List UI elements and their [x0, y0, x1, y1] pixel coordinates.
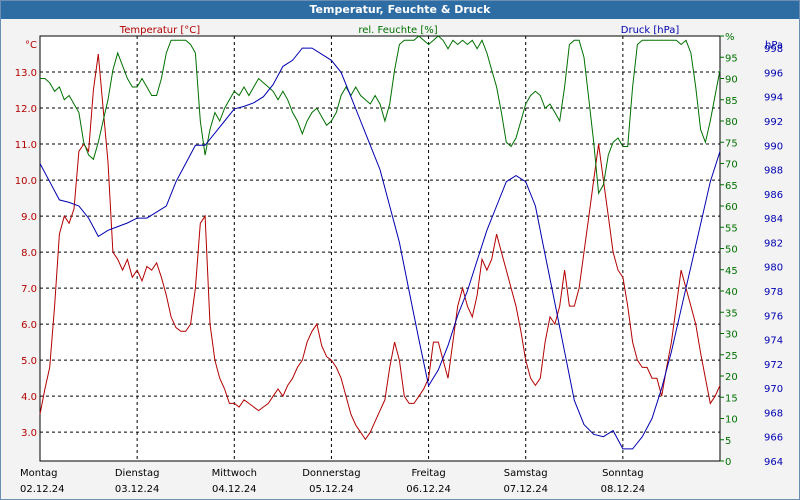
humidity-tick-label: 10 — [725, 415, 738, 426]
date-label: 02.12.24 — [20, 484, 65, 495]
series-lines — [39, 35, 721, 450]
temperature-tick-label: 12.0 — [15, 104, 37, 115]
temperature-tick-label: 3.0 — [21, 428, 37, 439]
pressure-tick-label: 994 — [764, 93, 783, 104]
temperature-tick-label: 13.0 — [15, 68, 37, 79]
chart-title: Temperatur, Feuchte & Druck — [1, 1, 799, 19]
pressure-tick-label: 990 — [764, 141, 783, 152]
temperature-series-line — [39, 53, 721, 441]
humidity-tick-label: 70 — [725, 160, 738, 171]
temperature-tick-label: 9.0 — [21, 212, 37, 223]
temperature-tick-label: 5.0 — [21, 356, 37, 367]
pressure-tick-label: 974 — [764, 336, 783, 347]
temperature-axis-title: Temperatur [°C] — [119, 25, 200, 36]
pressure-tick-label: 982 — [764, 238, 783, 249]
humidity-tick-label: 35 — [725, 308, 738, 319]
temperature-tick-label: 4.0 — [21, 392, 37, 403]
humidity-tick-label: % — [725, 32, 735, 43]
temperature-tick-label: 6.0 — [21, 320, 37, 331]
temperature-tick-label: 11.0 — [15, 140, 37, 151]
pressure-tick-label: 970 — [764, 384, 783, 395]
pressure-tick-labels: 964 966 968 970 972 974 976 978 980 982 984 986 988 9… — [764, 44, 783, 468]
humidity-tick-label: 75 — [725, 138, 738, 149]
temperature-tick-label: 7.0 — [21, 284, 37, 295]
temperature-tick-label: 8.0 — [21, 248, 37, 259]
humidity-tick-label: 0 — [725, 457, 731, 468]
humidity-tick-label: 5 — [725, 436, 731, 447]
date-label: 04.12.24 — [212, 484, 257, 495]
humidity-tick-label: 65 — [725, 181, 738, 192]
pressure-tick-label: 978 — [764, 287, 783, 298]
date-label: 06.12.24 — [406, 484, 451, 495]
pressure-tick-label: 968 — [764, 408, 783, 419]
humidity-tick-label: 40 — [725, 287, 738, 298]
pressure-tick-label: 966 — [764, 433, 783, 444]
humidity-tick-label: 60 — [725, 202, 738, 213]
day-label: Sonntag — [602, 468, 644, 479]
humidity-tick-label: 90 — [725, 75, 738, 86]
humidity-tick-label: 85 — [725, 96, 738, 107]
humidity-tick-label: 45 — [725, 266, 738, 277]
humidity-tick-label: 80 — [725, 117, 738, 128]
pressure-tick-label: 964 — [764, 457, 783, 468]
pressure-tick-label: 988 — [764, 166, 783, 177]
grid-lines — [40, 36, 720, 461]
humidity-tick-label: 20 — [725, 372, 738, 383]
humidity-tick-label: 50 — [725, 245, 738, 256]
temperature-tick-labels: 3.0 4.0 5.0 6.0 7.0 8.0 9.0 10.0 11.0 12.0 13.0 — [15, 68, 37, 439]
pressure-tick-label: 998 — [764, 44, 783, 55]
pressure-tick-label: 976 — [764, 311, 783, 322]
pressure-tick-label: 996 — [764, 68, 783, 79]
temperature-tick-label: 10.0 — [15, 176, 37, 187]
pressure-tick-label: 992 — [764, 117, 783, 128]
humidity-tick-label: 15 — [725, 393, 738, 404]
day-label: Samstag — [504, 468, 548, 479]
plot-area — [39, 35, 721, 462]
temperature-unit: °C — [25, 40, 37, 51]
humidity-axis-title: rel. Feuchte [%] — [358, 25, 437, 36]
date-label: 07.12.24 — [503, 484, 548, 495]
day-label: Montag — [20, 468, 57, 479]
humidity-tick-label: 55 — [725, 223, 738, 234]
pressure-tick-label: 984 — [764, 214, 783, 225]
day-label: Mittwoch — [212, 468, 257, 479]
day-label: Donnerstag — [302, 468, 360, 479]
humidity-series-line — [40, 35, 721, 195]
pressure-tick-label: 986 — [764, 190, 783, 201]
pressure-tick-label: 972 — [764, 360, 783, 371]
humidity-tick-labels: 0 5 10 15 20 25 30 35 40 45 50 55 60 65 70 75 80 85 90 95% — [720, 32, 738, 468]
x-axis-day-labels: Montag 02.12.24 Dienstag 03.12.24 Mittwoch 04… — [20, 468, 645, 495]
date-label: 03.12.24 — [115, 484, 160, 495]
day-label: Freitag — [411, 468, 445, 479]
day-label: Dienstag — [115, 468, 160, 479]
pressure-axis-title: Druck [hPa] — [621, 25, 680, 36]
pressure-unit: hPa — [765, 40, 783, 51]
humidity-tick-label: 25 — [725, 351, 738, 362]
pressure-tick-label: 980 — [764, 263, 783, 274]
humidity-tick-label: 30 — [725, 330, 738, 341]
date-label: 08.12.24 — [601, 484, 646, 495]
date-label: 05.12.24 — [309, 484, 354, 495]
humidity-tick-label: 95 — [725, 53, 738, 64]
pressure-series-line — [39, 47, 721, 450]
